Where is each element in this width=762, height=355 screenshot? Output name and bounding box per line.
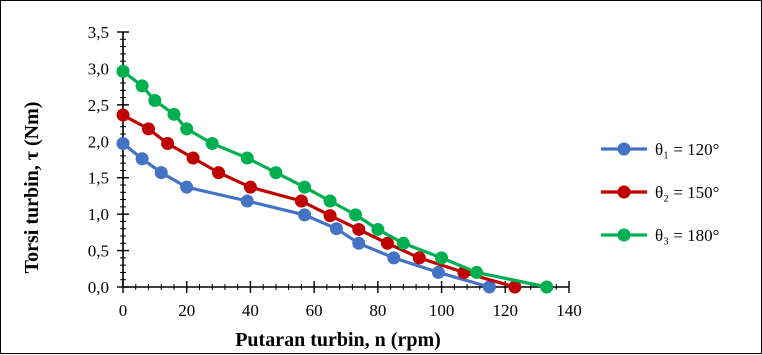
data-point	[161, 136, 175, 150]
legend-label: θ₃ = 180°	[655, 226, 719, 245]
data-point	[186, 151, 200, 165]
x-axis-title: Putaran turbin, n (rpm)	[235, 329, 441, 351]
data-point	[387, 251, 401, 265]
y-axis-title: Torsi turbin, τ (Nm)	[21, 102, 43, 274]
data-point	[116, 136, 130, 150]
data-point	[135, 152, 149, 166]
data-point	[431, 265, 445, 279]
data-point	[269, 166, 283, 180]
series-2	[116, 108, 522, 294]
data-point	[180, 180, 194, 194]
legend-marker	[617, 142, 631, 156]
data-point	[116, 108, 130, 122]
data-point	[116, 64, 130, 78]
y-tick-label: 3,0	[88, 59, 109, 78]
data-point	[412, 251, 426, 265]
series-layer	[116, 64, 554, 294]
data-point	[205, 136, 219, 150]
series-3	[116, 64, 554, 294]
y-tick-label: 3,5	[88, 23, 109, 42]
legend-entry: θ₂ = 150°	[601, 183, 719, 202]
y-tick-label: 1,5	[88, 169, 109, 188]
data-point	[435, 251, 449, 265]
data-point	[371, 222, 385, 236]
data-point	[294, 194, 308, 208]
data-point	[298, 180, 312, 194]
y-tick-label: 2,5	[88, 96, 109, 115]
series-line	[122, 113, 516, 289]
data-point	[323, 194, 337, 208]
data-point	[240, 194, 254, 208]
legend: θ₁ = 120° θ₂ = 150° θ₃ = 180°	[601, 140, 719, 245]
legend-marker	[617, 185, 631, 199]
data-point	[380, 236, 394, 250]
data-point	[470, 265, 484, 279]
data-point	[141, 122, 155, 136]
legend-marker	[617, 228, 631, 242]
x-tick-label: 100	[429, 301, 455, 320]
series-line	[122, 70, 548, 289]
data-point	[148, 93, 162, 107]
data-point	[323, 209, 337, 223]
legend-entry: θ₃ = 180°	[601, 226, 719, 245]
y-tick-label: 1,0	[88, 205, 109, 224]
data-point	[243, 180, 257, 194]
y-tick-label: 0,5	[88, 242, 109, 261]
x-tick-label: 60	[306, 301, 323, 320]
legend-label: θ₁ = 120°	[655, 140, 719, 159]
data-point	[508, 280, 522, 294]
data-point	[298, 208, 312, 222]
data-point	[240, 151, 254, 165]
x-tick-label: 20	[178, 301, 195, 320]
legend-label: θ₂ = 150°	[655, 183, 719, 202]
data-point	[352, 222, 366, 236]
axes	[117, 31, 570, 293]
tick-labels: 0,0 0,5 1,0 1,5 2,0 2,5 3,0 3,5 0 20 40 60 80 100 120 1…	[88, 23, 582, 320]
data-point	[180, 122, 194, 136]
data-point	[167, 107, 181, 121]
data-point	[352, 236, 366, 250]
legend-entry: θ₁ = 120°	[601, 140, 719, 159]
series-1	[116, 136, 496, 294]
data-point	[212, 166, 226, 180]
data-point	[154, 166, 168, 180]
data-point	[396, 236, 410, 250]
x-tick-label: 0	[119, 301, 128, 320]
data-point	[482, 280, 496, 294]
data-point	[349, 208, 363, 222]
x-tick-label: 40	[242, 301, 259, 320]
x-tick-label: 80	[369, 301, 386, 320]
data-point	[540, 280, 554, 294]
y-tick-label: 2,0	[88, 132, 109, 151]
data-point	[135, 79, 149, 93]
data-point	[329, 222, 343, 236]
x-tick-label: 120	[493, 301, 519, 320]
y-tick-label: 0,0	[88, 278, 109, 297]
x-tick-label: 140	[556, 301, 582, 320]
